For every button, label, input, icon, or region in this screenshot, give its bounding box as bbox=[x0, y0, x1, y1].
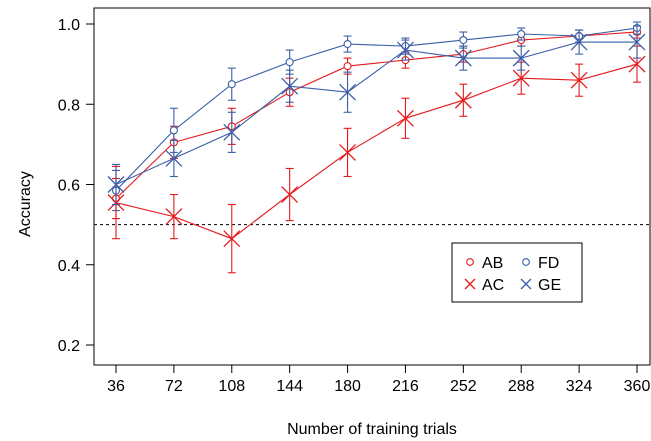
series-line-fd bbox=[115, 27, 638, 191]
data-point-x bbox=[454, 49, 472, 67]
data-point-x bbox=[165, 149, 183, 167]
data-point-circle bbox=[343, 40, 352, 49]
data-point-circle bbox=[169, 126, 178, 135]
legend-marker-ab bbox=[466, 258, 474, 266]
legend-label-fd: FD bbox=[538, 255, 559, 272]
x-tick-label: 324 bbox=[566, 378, 593, 395]
data-point-x bbox=[281, 77, 299, 95]
series-ab bbox=[111, 25, 642, 220]
series-line-ac bbox=[115, 63, 638, 240]
data-point-x bbox=[628, 55, 646, 73]
y-tick-label: 0.8 bbox=[58, 97, 80, 114]
data-point-x bbox=[396, 41, 414, 59]
legend-marker-ge bbox=[520, 278, 532, 290]
legend-label-ge: GE bbox=[538, 277, 561, 294]
data-point-x bbox=[223, 230, 241, 248]
data-point-x bbox=[165, 208, 183, 226]
data-point-x bbox=[512, 69, 530, 87]
x-tick-label: 180 bbox=[334, 378, 361, 395]
data-point-circle bbox=[517, 29, 526, 39]
series-line-ab bbox=[115, 31, 638, 199]
y-tick-label: 1.0 bbox=[58, 17, 80, 34]
legend-marker-fd bbox=[522, 258, 530, 266]
x-tick-label: 108 bbox=[218, 378, 245, 395]
data-point-x bbox=[512, 49, 530, 67]
y-tick-label: 0.4 bbox=[58, 258, 80, 275]
x-tick-label: 216 bbox=[392, 378, 419, 395]
data-point-x bbox=[339, 143, 357, 161]
y-tick-label: 0.6 bbox=[58, 178, 80, 195]
legend-marker-ac bbox=[464, 278, 476, 290]
x-tick-label: 36 bbox=[107, 378, 125, 395]
data-point-x bbox=[107, 176, 125, 193]
y-axis-title: Accuracy bbox=[17, 171, 34, 237]
legend-label-ac: AC bbox=[482, 277, 504, 294]
data-point-x bbox=[628, 33, 646, 51]
series-ge bbox=[107, 25, 646, 206]
legend: AB FD AC GE bbox=[451, 242, 583, 303]
data-point-x bbox=[570, 33, 588, 51]
y-tick-label: 0.2 bbox=[58, 338, 80, 355]
series-ac bbox=[107, 45, 646, 274]
data-point-circle bbox=[343, 62, 352, 71]
series-line-ge bbox=[115, 41, 637, 186]
data-point-circle bbox=[459, 35, 468, 45]
legend-label-ab: AB bbox=[482, 255, 503, 272]
series-fd bbox=[111, 21, 642, 212]
x-tick-label: 252 bbox=[450, 378, 477, 395]
series-layer bbox=[107, 21, 646, 274]
data-point-x bbox=[454, 91, 472, 109]
x-tick-label: 288 bbox=[508, 378, 535, 395]
data-point-x bbox=[339, 83, 357, 101]
x-tick-label: 360 bbox=[624, 378, 651, 395]
data-point-circle bbox=[227, 80, 236, 89]
x-tick-label: 72 bbox=[165, 378, 183, 395]
legend-box bbox=[451, 242, 583, 303]
x-axis-title: Number of training trials bbox=[287, 421, 457, 438]
data-point-circle bbox=[285, 58, 294, 67]
data-point-x bbox=[223, 123, 241, 141]
y-axis: 0.2 0.4 0.6 0.8 1.0 bbox=[58, 17, 95, 355]
plot-frame bbox=[93, 7, 651, 366]
data-point-x bbox=[570, 71, 588, 89]
data-point-x bbox=[281, 186, 299, 203]
x-tick-label: 144 bbox=[276, 378, 303, 395]
data-point-x bbox=[396, 109, 414, 127]
x-axis: 36 72 108 144 180 216 252 288 324 360 bbox=[107, 364, 651, 395]
